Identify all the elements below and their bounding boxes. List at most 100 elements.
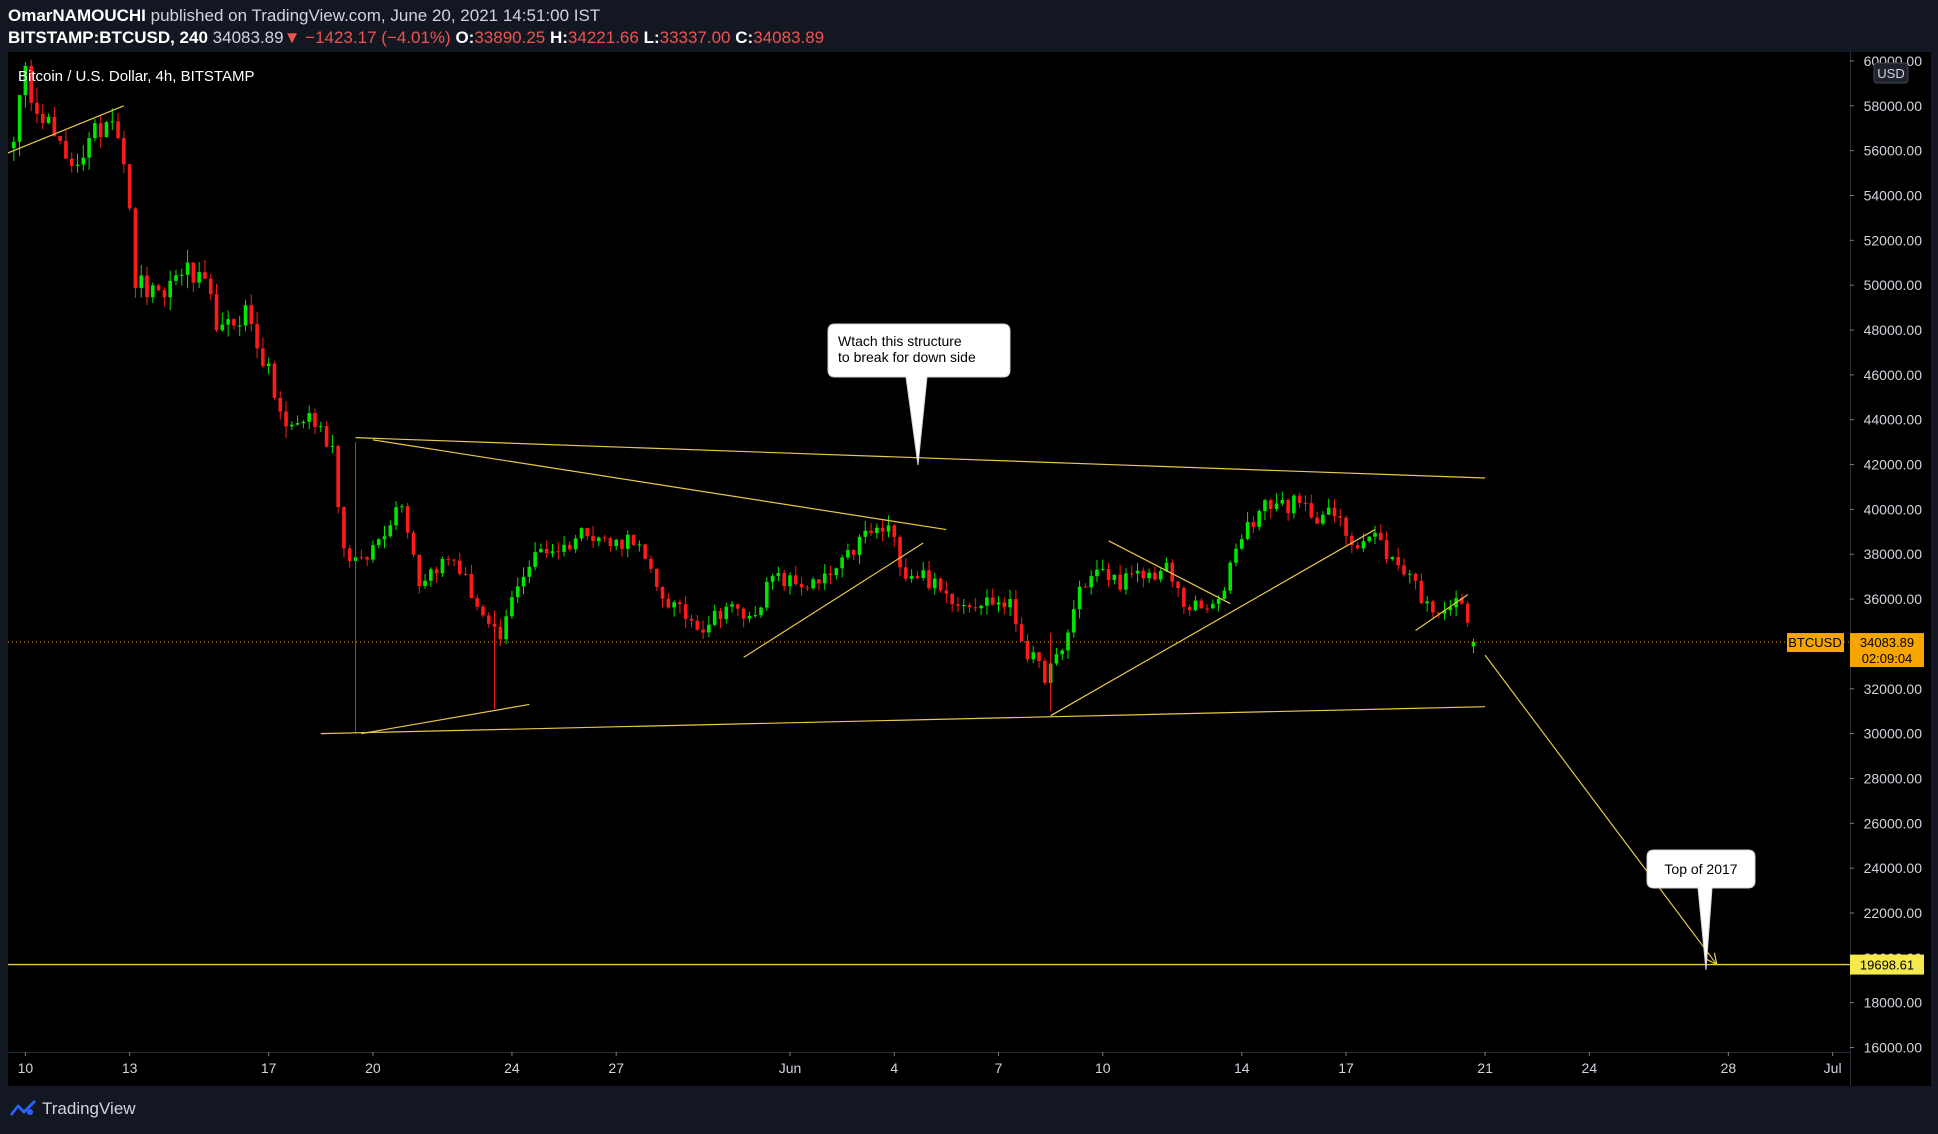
support-rise-3[interactable] — [1050, 529, 1376, 717]
candle-body — [1095, 569, 1099, 577]
candle-body — [1176, 581, 1180, 589]
symbol-label[interactable]: BITSTAMP:BTCUSD, 240 — [8, 28, 208, 47]
candle-body — [562, 544, 566, 552]
x-tick-label: 14 — [1234, 1060, 1250, 1076]
candle-body — [851, 550, 856, 555]
candle-body — [1465, 603, 1470, 623]
flag-line-1[interactable] — [1108, 540, 1231, 605]
candle-body — [400, 506, 404, 508]
candle-body — [834, 568, 839, 576]
candle-body — [405, 506, 410, 533]
candle-body — [695, 620, 700, 630]
candle-body — [1274, 503, 1279, 510]
support-rise-1[interactable] — [361, 703, 530, 735]
candle-body — [666, 598, 671, 608]
candle-body — [811, 579, 815, 589]
level-tag-value: 19698.61 — [1860, 958, 1914, 973]
candle-body — [1019, 624, 1024, 641]
upper-trendline[interactable] — [355, 437, 1486, 479]
candle-body — [892, 525, 897, 538]
candle-body — [979, 605, 983, 609]
candle-body — [759, 607, 763, 616]
candle-body — [1037, 652, 1041, 661]
candle-body — [434, 569, 439, 574]
descending-line[interactable] — [372, 439, 947, 531]
tradingview-logo-icon[interactable] — [8, 1096, 38, 1120]
candle-body — [550, 551, 555, 554]
candle-body — [1193, 600, 1198, 611]
time-axis[interactable] — [8, 1052, 1850, 1087]
support-rise-2[interactable] — [743, 542, 924, 658]
candle-body — [446, 558, 451, 560]
candle-body — [1014, 599, 1018, 625]
x-tick-label: 20 — [365, 1060, 381, 1076]
candle-body — [156, 285, 161, 291]
candle-body — [678, 602, 682, 605]
projection-arrow[interactable] — [1484, 654, 1718, 965]
callout-top-2017[interactable]: Top of 2017 — [1646, 849, 1756, 971]
candle-body — [718, 610, 723, 620]
y-tick-label: 42000.00 — [1864, 457, 1923, 473]
lower-trendline[interactable] — [320, 706, 1486, 735]
flag-line-3[interactable] — [1415, 594, 1469, 631]
publish-date: published on TradingView.com, June 20, 2… — [150, 6, 601, 25]
candle-body — [707, 624, 711, 633]
candle-body — [620, 539, 624, 549]
candle-body — [672, 602, 676, 608]
candle-body — [324, 426, 329, 447]
candle-body — [64, 140, 68, 159]
currency-badge[interactable]: USD — [1873, 62, 1909, 84]
candle-body — [1396, 556, 1400, 566]
low-label: L: — [643, 28, 660, 47]
candle-body — [272, 363, 277, 398]
footer-brand[interactable]: TradingView — [42, 1099, 136, 1118]
candle-body — [266, 363, 271, 367]
candle-body — [585, 528, 590, 537]
candle-body — [197, 272, 201, 283]
price-axis[interactable] — [1850, 52, 1931, 1086]
candle-body — [510, 597, 514, 617]
candle-body — [1442, 610, 1447, 614]
candle-body — [1164, 562, 1169, 572]
candle-body — [741, 608, 746, 619]
candle-body — [544, 548, 549, 554]
candle-body — [736, 604, 740, 609]
y-tick-label: 30000.00 — [1864, 726, 1923, 742]
candle-body — [208, 278, 213, 295]
candle-body — [1292, 495, 1296, 514]
candle-body — [956, 604, 960, 606]
candle-body — [527, 566, 532, 577]
open-value: 33890.25 — [474, 28, 546, 47]
candle-body — [1234, 548, 1238, 563]
candle-body — [1211, 603, 1215, 609]
candle-body — [127, 164, 132, 209]
open-label: O: — [455, 28, 475, 47]
candle-body — [904, 567, 908, 579]
candle-body — [1239, 539, 1244, 549]
candle-body — [1280, 499, 1285, 504]
author-name[interactable]: OmarNAMOUCHI — [8, 6, 146, 25]
footer: TradingView — [0, 1086, 1938, 1134]
y-tick-label: 32000.00 — [1864, 681, 1923, 697]
drawings-layer — [8, 105, 1850, 966]
candle-body — [1124, 573, 1128, 590]
candle-body — [116, 121, 120, 139]
candle-body — [452, 559, 456, 561]
x-tick-labels: 10 13 17 20 24 27 Jun 4 7 10 14 17 21 24 28 Jul — [18, 1052, 1842, 1076]
flag-line-2[interactable] — [8, 105, 125, 154]
candle-body — [985, 597, 989, 606]
candle-body — [336, 445, 340, 508]
candle-body — [1384, 539, 1389, 560]
candle-body — [944, 590, 949, 594]
candle-body — [1112, 574, 1117, 581]
candle-body — [98, 123, 103, 137]
callout-structure[interactable]: Wtach this structure to break for down s… — [827, 323, 1011, 466]
candle-body — [776, 573, 781, 576]
candle-body — [226, 319, 230, 325]
chart-svg: 16000.0018000.0020000.0022000.0024000.00… — [8, 53, 1924, 1076]
y-tick-label: 26000.00 — [1864, 815, 1923, 831]
candle-body — [249, 305, 254, 325]
y-tick-labels: 16000.0018000.0020000.0022000.0024000.00… — [1850, 53, 1922, 1056]
candle-body — [886, 525, 891, 532]
candle-body — [1286, 499, 1290, 514]
